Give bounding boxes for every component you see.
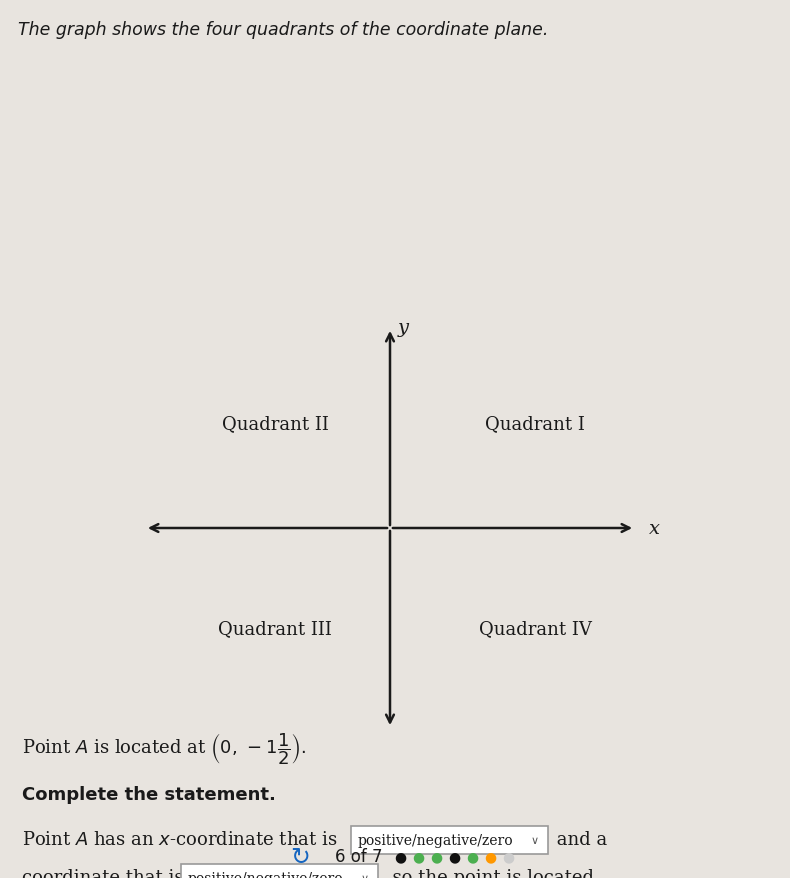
- Text: ●: ●: [466, 849, 478, 863]
- Text: and a: and a: [551, 830, 608, 848]
- Text: Quadrant IV: Quadrant IV: [479, 619, 592, 637]
- Text: ●: ●: [484, 849, 496, 863]
- FancyBboxPatch shape: [351, 826, 548, 854]
- Text: ●: ●: [448, 849, 460, 863]
- Text: ∨: ∨: [531, 835, 539, 845]
- Text: x: x: [649, 520, 660, 537]
- Text: ↻: ↻: [290, 844, 310, 868]
- Text: positive/negative/zero: positive/negative/zero: [358, 833, 514, 847]
- Text: positive/negative/zero: positive/negative/zero: [188, 871, 344, 878]
- Text: ●: ●: [394, 849, 406, 863]
- Text: Quadrant III: Quadrant III: [218, 619, 332, 637]
- Text: , so the point is located: , so the point is located: [381, 868, 594, 878]
- Text: 6 of 7: 6 of 7: [335, 847, 382, 865]
- Text: ●: ●: [412, 849, 424, 863]
- Text: ●: ●: [430, 849, 442, 863]
- Text: coordinate that is: coordinate that is: [22, 868, 183, 878]
- Text: ∨: ∨: [361, 873, 369, 878]
- Text: Complete the statement.: Complete the statement.: [22, 785, 276, 803]
- FancyBboxPatch shape: [181, 864, 378, 878]
- Text: The graph shows the four quadrants of the coordinate plane.: The graph shows the four quadrants of th…: [18, 21, 548, 39]
- Text: ●: ●: [502, 849, 514, 863]
- Text: Quadrant II: Quadrant II: [221, 414, 329, 433]
- Text: y: y: [398, 319, 409, 336]
- Text: Point $A$ has an $x$-coordinate that is: Point $A$ has an $x$-coordinate that is: [22, 830, 337, 848]
- Text: Point $A$ is located at $\left(0,\,-1\dfrac{1}{2}\right).$: Point $A$ is located at $\left(0,\,-1\df…: [22, 730, 307, 766]
- Text: Quadrant I: Quadrant I: [485, 414, 585, 433]
